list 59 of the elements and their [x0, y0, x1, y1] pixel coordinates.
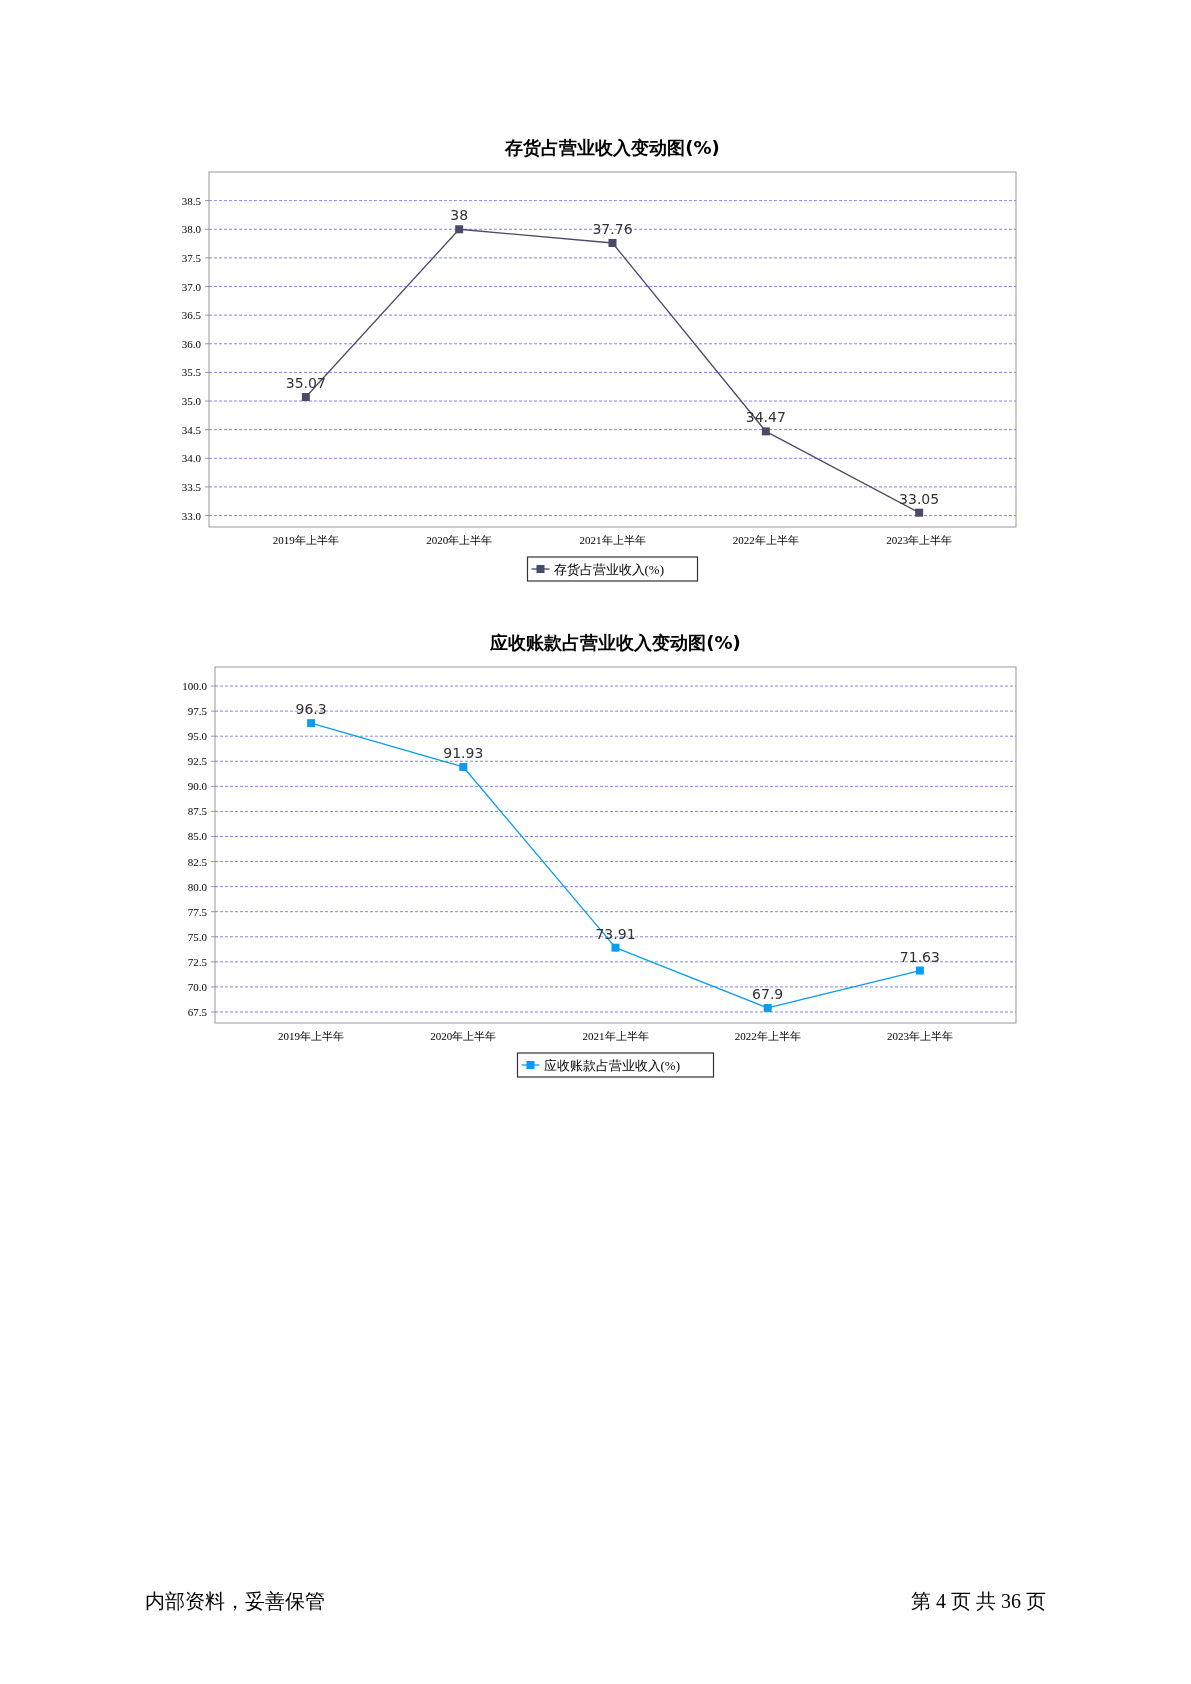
legend-label: 存货占营业收入(%): [553, 562, 664, 577]
data-label: 67.9: [752, 985, 784, 1002]
y-tick-label: 97.5: [187, 705, 208, 718]
y-tick-label: 72.5: [187, 955, 208, 968]
point: [459, 762, 468, 771]
point: [915, 508, 924, 517]
text: 内部资料，妥善保管: [145, 1590, 325, 1612]
y-tick-label: 36.0: [181, 337, 202, 350]
x-tick-label: 2023年上半年: [886, 534, 953, 546]
y-tick-label: 34.0: [181, 452, 202, 465]
chart-title: 应收账款占营业收入变动图(%): [489, 632, 741, 653]
y-tick-label: 92.5: [187, 755, 208, 768]
data-label: 38: [450, 207, 469, 224]
x-tick-label: 2019年上半年: [272, 534, 339, 546]
y-tick-label: 34.5: [181, 423, 202, 436]
point: [761, 427, 770, 436]
x-tick-label: 2019年上半年: [278, 1030, 345, 1042]
data-label: 91.93: [443, 744, 484, 761]
y-tick-label: 75.0: [187, 930, 208, 943]
y-tick-label: 36.5: [181, 309, 202, 322]
x-tick-label: 2022年上半年: [734, 1030, 801, 1042]
chart-title: 存货占营业收入变动图(%): [504, 137, 720, 158]
text: 第 4 页 共 36 页: [911, 1590, 1046, 1612]
y-tick-label: 90.0: [187, 780, 208, 793]
y-tick-label: 85.0: [187, 830, 208, 843]
y-tick-label: 82.5: [187, 855, 208, 868]
y-tick-label: 35.5: [181, 366, 202, 379]
data-label: 71.63: [899, 948, 940, 965]
point: [301, 393, 310, 402]
legend-label: 应收账款占营业收入(%): [543, 1058, 680, 1073]
data-label: 33.05: [899, 490, 940, 507]
y-tick-label: 77.5: [187, 905, 208, 918]
point: [455, 225, 464, 234]
point: [608, 239, 617, 247]
x-tick-label: 2023年上半年: [886, 1030, 953, 1042]
y-tick-label: 35.0: [181, 395, 202, 408]
point: [611, 943, 620, 952]
y-tick-label: 38.0: [181, 223, 202, 236]
x-tick-label: 2020年上半年: [430, 1030, 497, 1042]
x-tick-label: 2021年上半年: [579, 534, 646, 546]
data-label: 37.76: [592, 221, 633, 237]
y-tick-label: 67.5: [187, 1005, 208, 1018]
y-tick-label: 95.0: [187, 730, 208, 743]
y-tick-label: 87.5: [187, 805, 208, 818]
y-tick-label: 80.0: [187, 880, 208, 893]
x-tick-label: 2022年上半年: [732, 534, 799, 546]
y-tick-label: 37.5: [181, 251, 202, 264]
point: [763, 1003, 772, 1012]
x-tick-label: 2020年上半年: [426, 534, 493, 546]
y-tick-label: 37.0: [181, 280, 202, 293]
point: [307, 719, 316, 728]
point: [915, 966, 924, 975]
y-tick-label: 33.0: [181, 509, 202, 522]
y-tick-label: 38.5: [181, 194, 202, 207]
y-tick-label: 70.0: [187, 980, 208, 993]
y-tick-label: 100.0: [182, 680, 208, 693]
x-tick-label: 2021年上半年: [582, 1030, 649, 1042]
data-label: 96.3: [295, 701, 327, 718]
y-tick-label: 33.5: [181, 480, 202, 493]
